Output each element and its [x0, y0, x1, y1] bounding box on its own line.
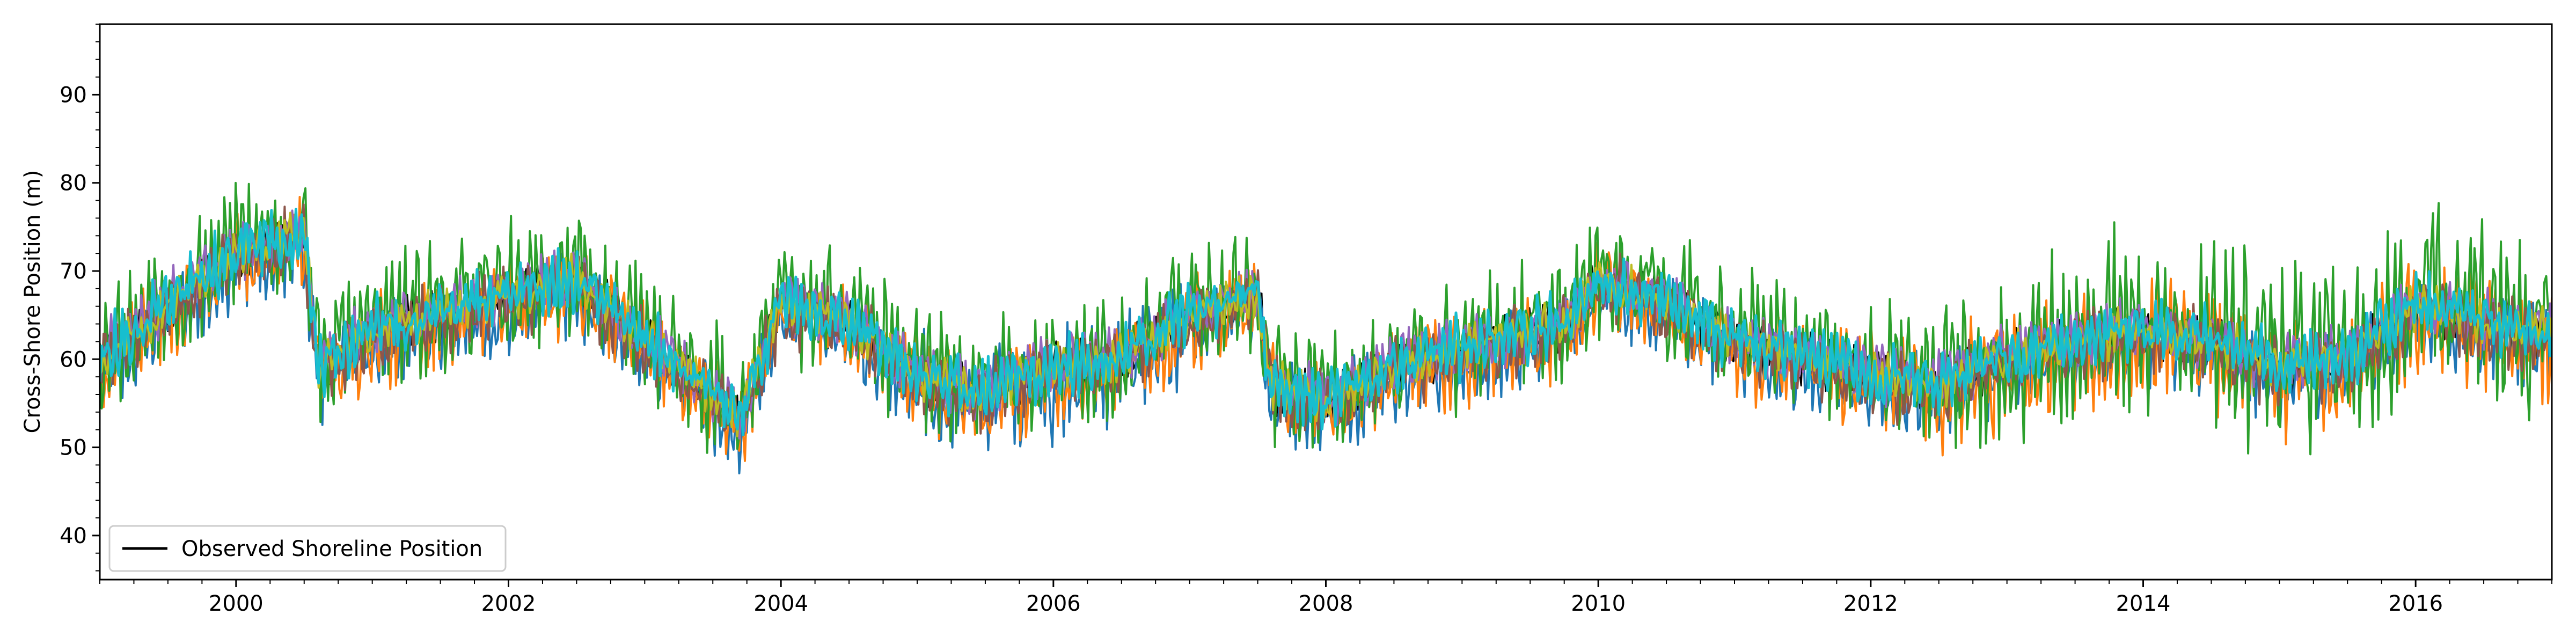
x-tick-label: 2014 [2116, 591, 2171, 616]
series-layer [100, 181, 2552, 474]
x-tick-label: 2004 [753, 591, 808, 616]
y-tick-label: 50 [60, 436, 87, 460]
y-tick-label: 80 [60, 171, 87, 196]
x-tick-label: 2008 [1299, 591, 1353, 616]
x-tick-label: 2012 [1843, 591, 1898, 616]
x-tick-label: 2016 [2388, 591, 2443, 616]
series-line [100, 208, 2552, 436]
y-tick-label: 40 [60, 524, 87, 548]
x-tick-label: 2000 [209, 591, 264, 616]
x-tick-label: 2002 [481, 591, 536, 616]
x-axis: 2000 2002 2004 2006 2008 2010 2012 2014 2016 [99, 580, 2552, 616]
x-tick-label: 2010 [1571, 591, 1626, 616]
y-tick-label: 90 [60, 83, 87, 107]
legend-box [108, 525, 507, 572]
legend: Observed Shoreline Position [108, 525, 507, 572]
legend-label: Observed Shoreline Position [181, 537, 482, 561]
y-axis-label: Cross-Shore Position (m) [20, 170, 45, 434]
x-tick-label: 2006 [1026, 591, 1081, 616]
y-tick-label: 70 [60, 259, 87, 284]
y-axis: 40 50 60 70 80 90 [60, 24, 100, 572]
y-tick-label: 60 [60, 347, 87, 372]
